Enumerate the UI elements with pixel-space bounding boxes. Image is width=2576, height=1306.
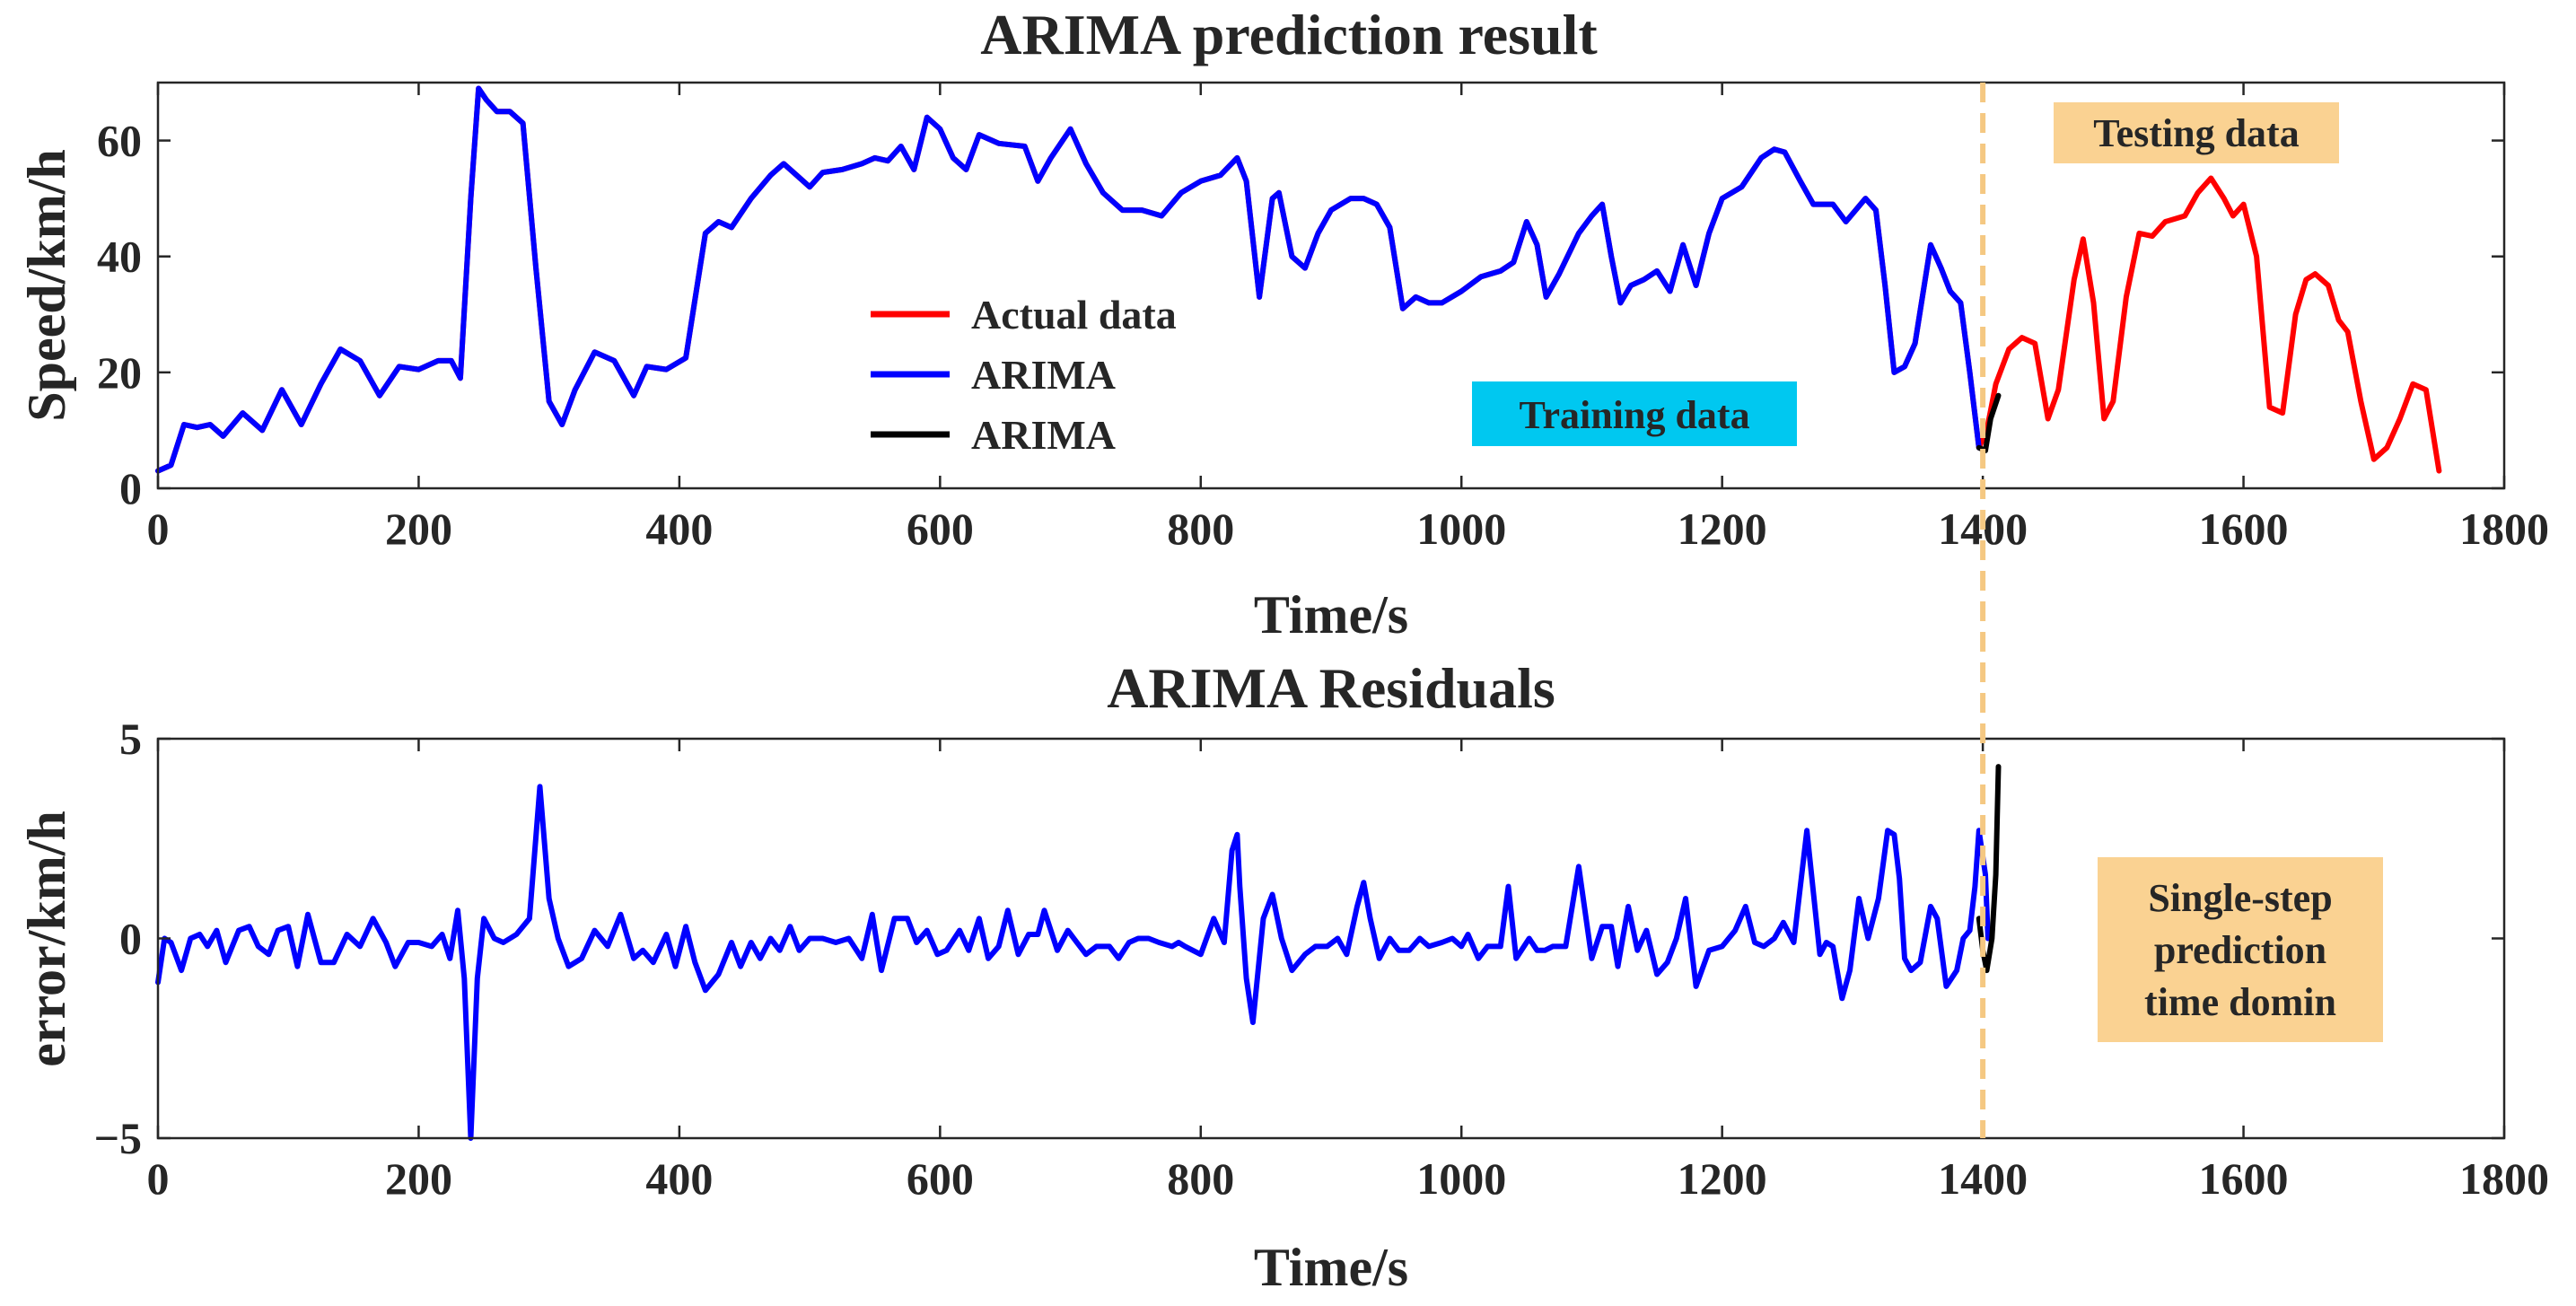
chart-title: ARIMA prediction result <box>980 3 1598 66</box>
testing-data-label: Testing data <box>2093 111 2299 155</box>
x-tick-label: 0 <box>147 504 170 554</box>
prediction-domain-label-line: prediction <box>2154 928 2326 972</box>
x-tick-label: 200 <box>385 504 452 554</box>
training-data-label: Training data <box>1519 393 1749 437</box>
x-tick-label: 800 <box>1167 1153 1234 1204</box>
x-tick-label: 1200 <box>1678 1153 1767 1204</box>
x-axis-label: Time/s <box>1254 585 1408 644</box>
y-tick-label: 0 <box>119 463 142 513</box>
plot-frame <box>156 81 2506 490</box>
x-tick-label: 800 <box>1167 504 1234 554</box>
y-tick-label: 60 <box>97 116 142 166</box>
series-line-arima <box>155 85 1982 474</box>
x-tick-label: 1200 <box>1678 504 1767 554</box>
chart-prediction: ARIMA prediction result Training data Te… <box>17 3 2549 644</box>
prediction-domain-label-line: time domin <box>2144 980 2336 1024</box>
series-layer <box>155 764 2002 1141</box>
prediction-domain-box <box>2098 857 2383 1042</box>
x-tick-label: 1800 <box>2459 504 2549 554</box>
x-tick-label: 1000 <box>1416 1153 1506 1204</box>
x-tick-label: 1000 <box>1416 504 1506 554</box>
y-tick-label: 0 <box>119 914 142 964</box>
testing-data-box <box>2054 102 2339 163</box>
chart-residuals: ARIMA Residuals Single-step prediction t… <box>17 656 2549 1297</box>
y-tick-label: 5 <box>119 714 142 764</box>
x-tick-label: 400 <box>645 1153 713 1204</box>
plot-frame <box>156 737 2506 1140</box>
chart-title: ARIMA Residuals <box>1107 656 1555 720</box>
x-tick-label: 600 <box>907 504 974 554</box>
legend: Actual data ARIMA ARIMA <box>871 292 1177 458</box>
legend-label: ARIMA <box>971 412 1116 458</box>
y-tick-label: 20 <box>97 347 142 398</box>
legend-label: Actual data <box>971 292 1177 337</box>
y-tick-label: −5 <box>94 1113 143 1163</box>
training-data-annotation: Training data <box>1472 381 1797 446</box>
x-tick-label: 200 <box>385 1153 452 1204</box>
x-tick-label: 400 <box>645 504 713 554</box>
x-tick-label: 1600 <box>2199 1153 2289 1204</box>
x-tick-label: 1600 <box>2199 504 2289 554</box>
y-axis-label: Speed/km/h <box>17 149 76 421</box>
series-line-arima <box>155 784 1991 1141</box>
x-tick-label: 0 <box>147 1153 170 1204</box>
y-tick-label: 40 <box>97 232 142 282</box>
testing-data-annotation: Testing data <box>2054 102 2339 163</box>
x-axis-label: Time/s <box>1254 1238 1408 1297</box>
prediction-domain-label-line: Single-step <box>2148 876 2332 920</box>
x-tick-label: 600 <box>907 1153 974 1204</box>
prediction-domain-annotation: Single-step prediction time domin <box>2098 857 2383 1042</box>
training-data-box <box>1472 381 1797 446</box>
x-tick-label: 1400 <box>1938 1153 2028 1204</box>
y-axis-label: error/km/h <box>17 811 76 1067</box>
legend-label: ARIMA <box>971 352 1116 398</box>
x-tick-label: 1800 <box>2459 1153 2549 1204</box>
